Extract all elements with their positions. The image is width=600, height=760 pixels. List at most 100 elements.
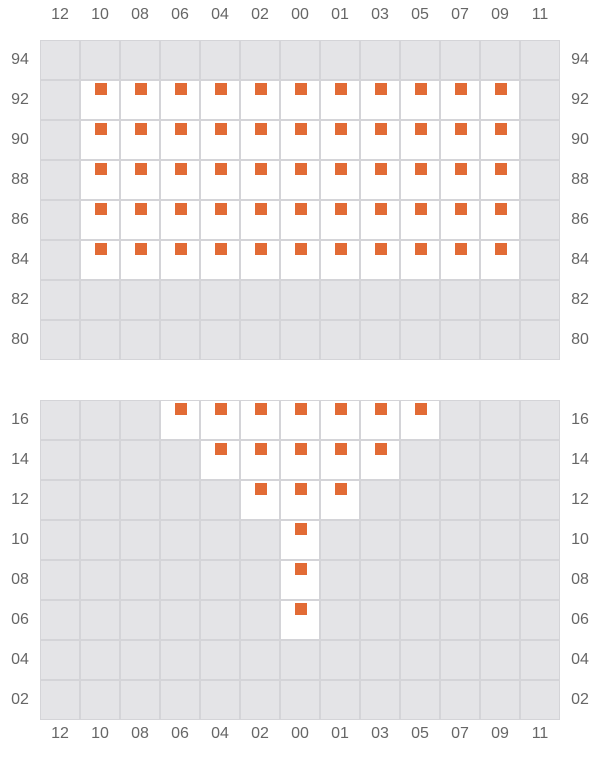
seat-available[interactable] [361,81,399,119]
seat-available[interactable] [201,81,239,119]
seat-available[interactable] [201,241,239,279]
seat-available[interactable] [121,121,159,159]
seat-available[interactable] [281,561,319,599]
seat-blocked [121,561,159,599]
seat-available[interactable] [481,121,519,159]
seat-available[interactable] [121,241,159,279]
row-label-right: 88 [571,171,589,188]
seat-marker [375,203,387,215]
seat-available[interactable] [281,161,319,199]
seat-blocked [41,241,79,279]
seat-available[interactable] [481,81,519,119]
seat-available[interactable] [241,161,279,199]
seat-blocked [241,681,279,719]
seat-available[interactable] [81,201,119,239]
row-label-left: 04 [11,651,29,668]
seat-available[interactable] [281,521,319,559]
seat-blocked [521,281,559,319]
seat-available[interactable] [441,241,479,279]
seat-available[interactable] [201,121,239,159]
seat-available[interactable] [161,161,199,199]
seat-available[interactable] [361,121,399,159]
seat-available[interactable] [201,441,239,479]
seat-available[interactable] [201,401,239,439]
seat-blocked [161,441,199,479]
seat-available[interactable] [281,121,319,159]
seat-available[interactable] [361,161,399,199]
seat-blocked [361,641,399,679]
seat-available[interactable] [161,401,199,439]
seat-available[interactable] [441,161,479,199]
seat-marker [215,123,227,135]
seat-available[interactable] [161,241,199,279]
seat-available[interactable] [321,161,359,199]
seat-available[interactable] [441,81,479,119]
seat-available[interactable] [241,81,279,119]
seat-available[interactable] [281,201,319,239]
seat-available[interactable] [441,201,479,239]
seat-blocked [81,41,119,79]
seat-available[interactable] [481,161,519,199]
seat-available[interactable] [281,241,319,279]
seat-blocked [201,641,239,679]
seat-available[interactable] [281,601,319,639]
seat-available[interactable] [321,81,359,119]
seat-available[interactable] [481,201,519,239]
seat-available[interactable] [401,81,439,119]
seat-available[interactable] [241,121,279,159]
seat-marker [415,403,427,415]
seat-available[interactable] [81,161,119,199]
seat-available[interactable] [241,241,279,279]
seat-marker [455,123,467,135]
seat-available[interactable] [241,401,279,439]
seat-available[interactable] [441,121,479,159]
seat-blocked [521,681,559,719]
seat-available[interactable] [321,121,359,159]
seat-available[interactable] [401,161,439,199]
seat-available[interactable] [361,201,399,239]
seat-available[interactable] [321,241,359,279]
seat-available[interactable] [361,441,399,479]
seat-available[interactable] [161,201,199,239]
seat-available[interactable] [121,81,159,119]
seat-blocked [481,481,519,519]
seat-available[interactable] [161,121,199,159]
seat-available[interactable] [121,161,159,199]
seat-available[interactable] [281,401,319,439]
seat-available[interactable] [361,241,399,279]
bottom-column-label: 07 [451,725,469,742]
seat-blocked [321,681,359,719]
seat-available[interactable] [281,441,319,479]
seat-marker [415,83,427,95]
seat-available[interactable] [121,201,159,239]
row-label-left: 88 [11,171,29,188]
seat-available[interactable] [241,441,279,479]
seat-available[interactable] [321,401,359,439]
seat-available[interactable] [241,481,279,519]
seat-available[interactable] [321,201,359,239]
seat-available[interactable] [201,201,239,239]
seat-available[interactable] [81,121,119,159]
seat-marker [335,243,347,255]
seat-available[interactable] [321,441,359,479]
seat-available[interactable] [401,201,439,239]
seat-available[interactable] [401,241,439,279]
seat-available[interactable] [281,481,319,519]
seat-available[interactable] [401,401,439,439]
seat-available[interactable] [201,161,239,199]
seat-available[interactable] [321,481,359,519]
seat-blocked [201,41,239,79]
seat-blocked [361,321,399,359]
seat-available[interactable] [241,201,279,239]
seat-available[interactable] [81,81,119,119]
seat-available[interactable] [281,81,319,119]
seat-available[interactable] [81,241,119,279]
seat-available[interactable] [161,81,199,119]
seat-blocked [41,441,79,479]
seat-blocked [401,441,439,479]
seat-available[interactable] [481,241,519,279]
seat-available[interactable] [361,401,399,439]
seat-marker [335,163,347,175]
seat-available[interactable] [401,121,439,159]
row-label-right: 10 [571,531,589,548]
